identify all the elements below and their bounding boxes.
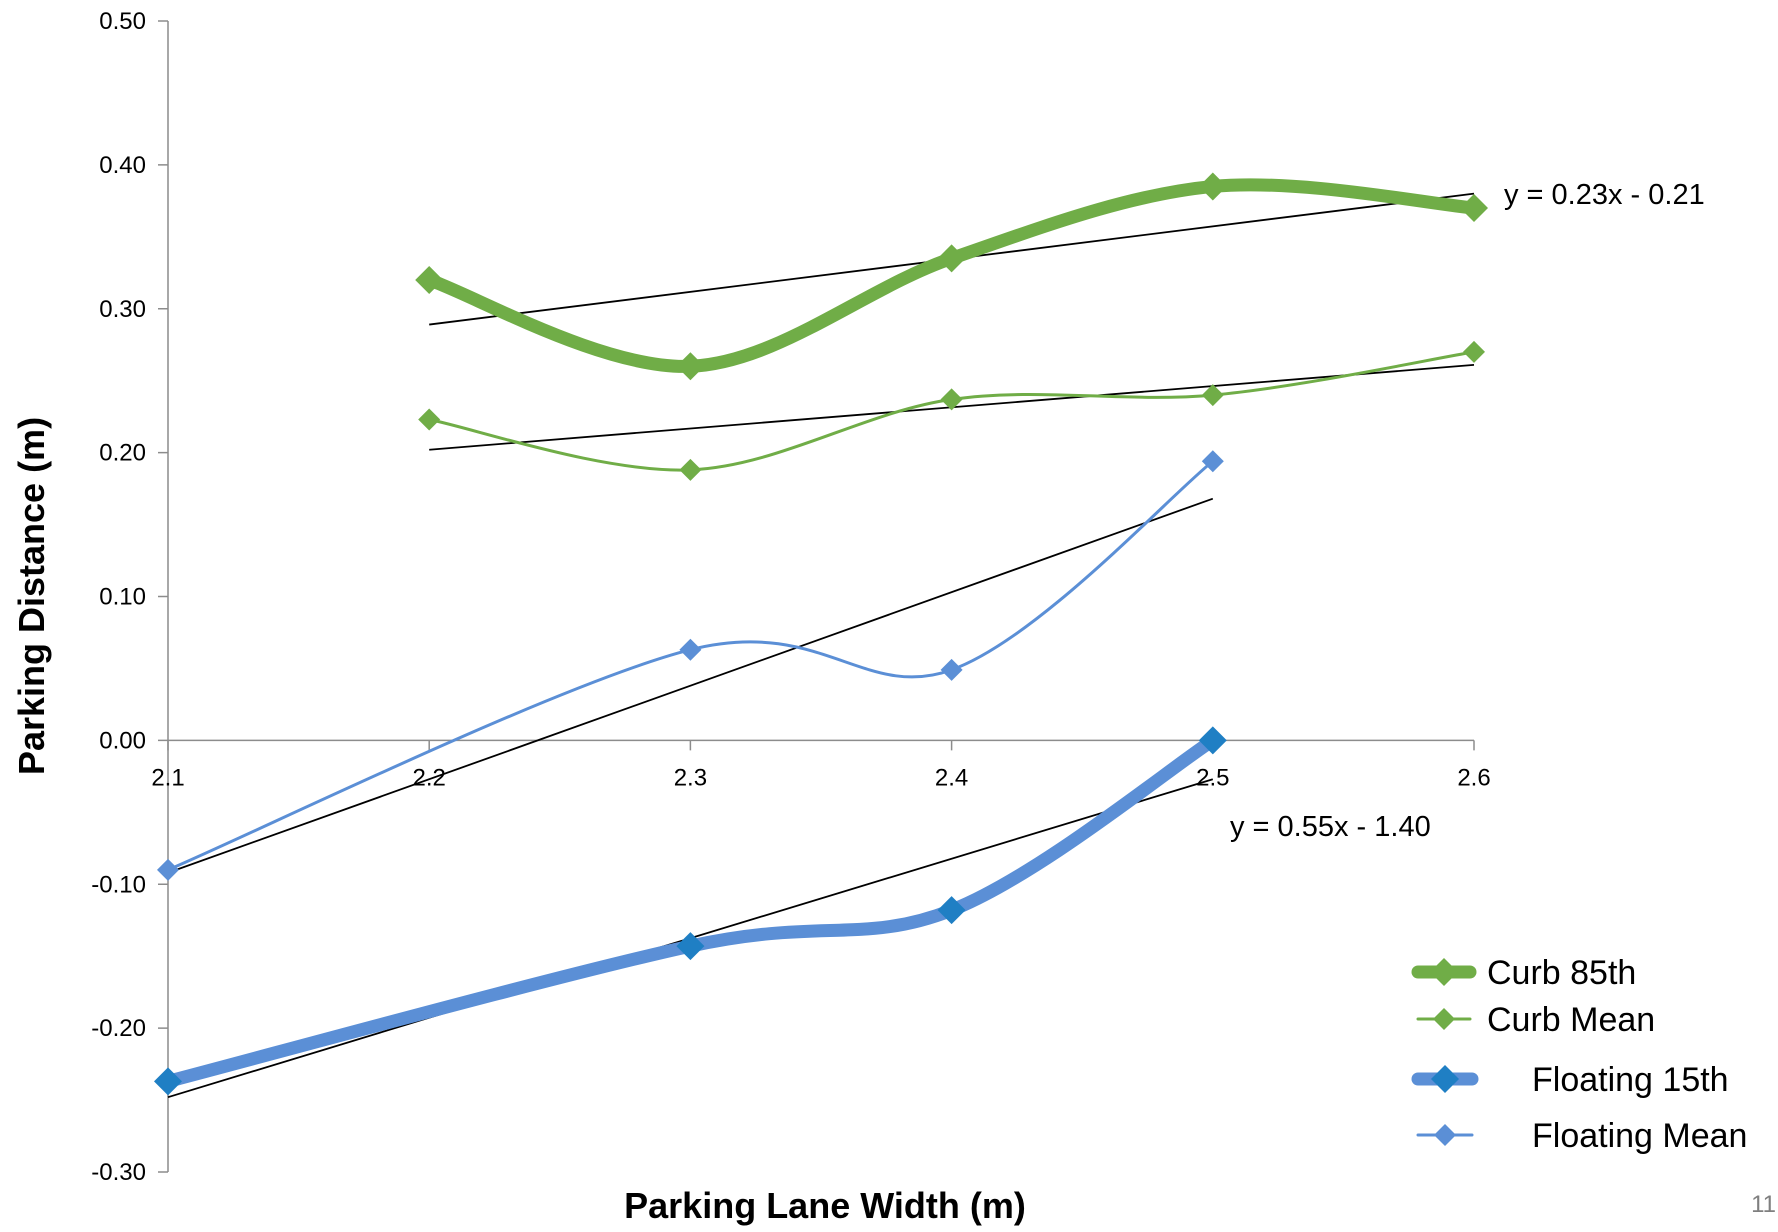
y-tick-label: 0.50 — [99, 8, 146, 35]
data-point-curb-mean — [679, 458, 702, 481]
series-line-floating-mean — [166, 459, 1215, 872]
data-point-floating-mean — [679, 638, 702, 661]
x-tick-label: 2.5 — [1196, 764, 1229, 791]
legend-marker-curb-mean — [1433, 1008, 1455, 1030]
y-tick-label: -0.20 — [91, 1015, 146, 1042]
x-tick-label: 2.4 — [935, 764, 968, 791]
data-point-curb-mean — [940, 388, 963, 411]
data-point-curb-mean — [1463, 340, 1485, 363]
y-tick-label: 0.30 — [99, 296, 146, 323]
data-point-curb-85th — [1460, 194, 1488, 223]
trendline-equation-curb-85th: y = 0.23x - 0.21 — [1504, 179, 1705, 211]
legend-marker-curb-85th — [1430, 958, 1458, 986]
x-tick-label: 2.2 — [413, 764, 446, 791]
x-tick-label: 2.6 — [1457, 764, 1490, 791]
x-axis-title: Parking Lane Width (m) — [624, 1185, 1026, 1226]
y-tick-label: 0.40 — [99, 152, 146, 179]
series-line-curb-mean — [427, 350, 1476, 472]
y-tick-label: 0.00 — [99, 727, 146, 754]
y-tick-label: -0.10 — [91, 871, 146, 898]
series-line-curb-85th — [422, 178, 1481, 373]
data-point-floating-15th — [1198, 726, 1227, 755]
axes: -0.30 -0.20 -0.10 0.00 0.10 0.20 0.30 0.40 0.50 2… — [91, 8, 1490, 1186]
x-tick-label: 2.3 — [674, 764, 707, 791]
series-line-floating-15th — [161, 733, 1220, 1088]
data-point-floating-mean — [940, 658, 963, 681]
data-point-curb-mean — [1201, 384, 1224, 407]
x-tick-label: 2.1 — [151, 764, 184, 791]
data-point-floating-15th — [154, 1067, 182, 1096]
legend: Curb 85th Curb Mean Floating 15th Floating … — [1411, 954, 1747, 1155]
slide-number: 11 — [1751, 1191, 1776, 1218]
trendline-floating-mean — [167, 497, 1214, 874]
data-point-floating-mean — [1201, 450, 1224, 473]
data-point-curb-85th — [937, 244, 966, 273]
series-lines — [161, 178, 1481, 1088]
y-tick-label: 0.20 — [99, 440, 146, 467]
legend-label-curb-mean: Curb Mean — [1487, 1001, 1655, 1039]
data-point-curb-85th — [415, 265, 444, 294]
data-point-curb-85th — [1198, 172, 1227, 201]
y-tick-label: 0.10 — [99, 584, 146, 611]
data-point-curb-85th — [676, 352, 705, 381]
legend-marker-floating-15th — [1431, 1065, 1459, 1093]
y-tick-label: -0.30 — [91, 1159, 146, 1186]
markers — [154, 172, 1488, 1096]
y-axis-title: Parking Distance (m) — [11, 417, 52, 775]
data-point-floating-15th — [676, 932, 705, 961]
data-point-floating-15th — [937, 896, 966, 925]
legend-marker-floating-mean — [1434, 1124, 1456, 1146]
legend-label-floating-mean: Floating Mean — [1532, 1117, 1747, 1155]
legend-label-floating-15th: Floating 15th — [1532, 1061, 1729, 1099]
data-point-curb-mean — [418, 408, 441, 431]
legend-label-curb-85th: Curb 85th — [1487, 954, 1636, 992]
trendline-equation-floating-15th: y = 0.55x - 1.40 — [1230, 811, 1431, 843]
data-point-floating-mean — [157, 858, 179, 881]
